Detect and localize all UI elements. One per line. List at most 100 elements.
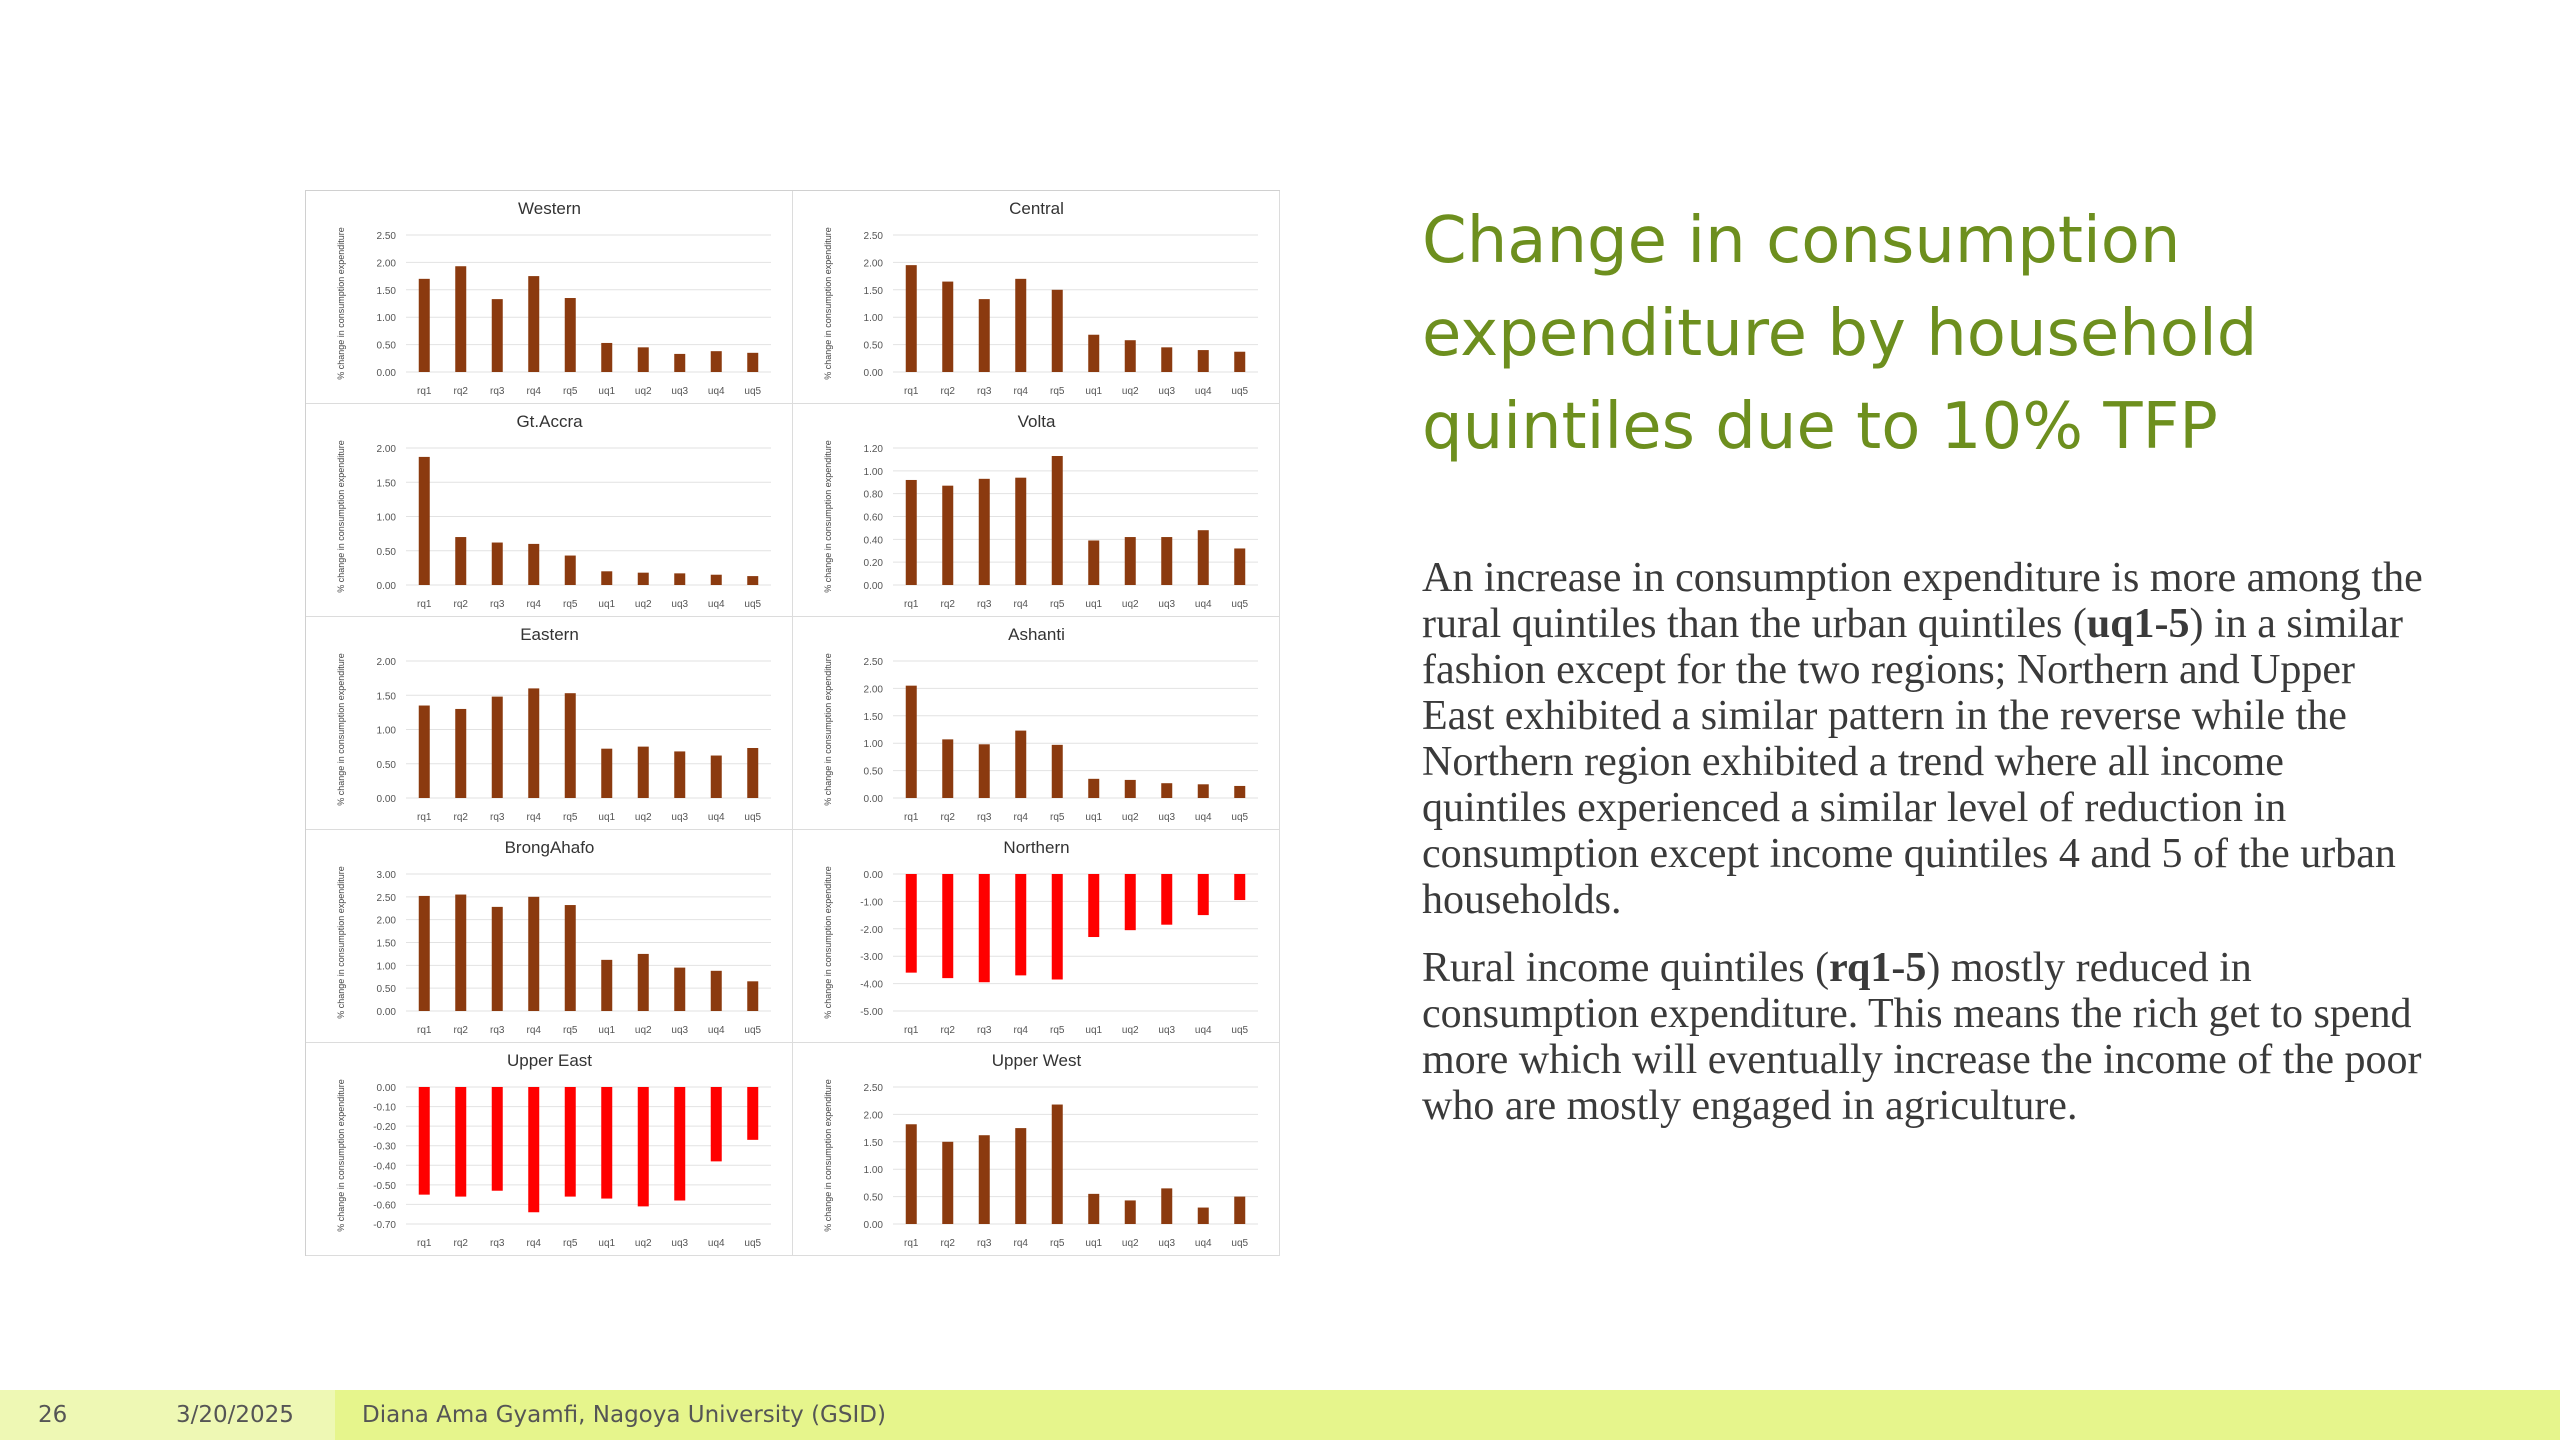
x-tick-label: rq3 [490,599,505,610]
bar-rq2 [942,739,954,798]
x-tick-label: rq2 [454,1025,469,1036]
bar-uq5 [747,981,759,1011]
x-tick-label: rq1 [904,386,919,397]
y-tick-label: 0.00 [377,581,397,592]
x-tick-label: uq5 [1231,599,1248,610]
x-tick-label: rq3 [490,1238,505,1249]
x-tick-label: uq1 [1085,1025,1102,1036]
y-tick-label: 0.40 [864,535,884,546]
bar-rq3 [978,478,990,585]
x-tick-label: uq2 [1122,812,1139,823]
bar-uq1 [1088,778,1100,798]
x-tick-label: uq5 [1231,1025,1248,1036]
bar-uq5 [1234,1196,1246,1224]
x-tick-label: rq5 [563,1238,578,1249]
x-tick-label: rq4 [1014,1025,1029,1036]
bar-rq5 [1051,874,1063,980]
x-tick-label: uq3 [1158,599,1175,610]
x-tick-label: rq3 [490,1025,505,1036]
bar-uq4 [710,574,722,585]
x-tick-label: rq5 [1050,386,1065,397]
x-tick-label: uq1 [1085,599,1102,610]
y-axis-label: % change in consumption expenditure [823,227,833,380]
bar-rq3 [491,696,503,798]
y-tick-label: 0.00 [864,368,884,379]
x-tick-label: rq1 [904,812,919,823]
x-tick-label: uq3 [1158,1025,1175,1036]
bar-rq1 [905,685,917,798]
y-tick-label: 0.00 [377,1083,397,1094]
x-tick-label: rq1 [904,1025,919,1036]
y-tick-label: 0.80 [864,490,884,501]
bar-rq5 [1051,289,1063,372]
bar-rq1 [905,1124,917,1224]
x-tick-label: rq5 [1050,1238,1065,1249]
body-text-run: ) in a similar fashion except for the tw… [1422,601,2403,923]
y-tick-label: -5.00 [860,1007,883,1018]
bar-uq3 [674,573,686,585]
bar-rq1 [418,1087,430,1195]
y-tick-label: 1.00 [864,1165,884,1176]
chart-plot: 1.20 1.00 0.80 0.60 0.40 0.20 0.00 rq1 rq2 rq3 rq4… [823,440,1258,610]
bar-rq2 [942,485,954,585]
x-tick-label: uq3 [1158,386,1175,397]
chart-upper-east: Upper East 0.00 -0.10 -0.20 -0.30 -0.40 -0.50 -… [306,1043,793,1256]
x-tick-label: uq1 [1085,386,1102,397]
x-tick-label: rq5 [563,1025,578,1036]
footer-left-panel [0,1390,335,1440]
y-tick-label: -0.20 [373,1122,396,1133]
bar-uq2 [1124,340,1136,372]
bar-uq5 [747,352,759,372]
x-tick-label: uq4 [708,386,725,397]
bar-rq1 [418,705,430,798]
chart-plot: 2.00 1.50 1.00 0.50 0.00 rq1 rq2 rq3 rq4 rq5 uq1 uq… [336,440,771,610]
x-tick-label: rq4 [527,1238,542,1249]
y-tick-label: 2.00 [864,258,884,269]
bar-rq4 [1015,477,1027,585]
bar-rq5 [564,1087,576,1197]
y-tick-label: 0.00 [377,794,397,805]
y-axis-label: % change in consumption expenditure [336,227,346,380]
slide-body: An increase in consumption expenditure i… [1422,555,2432,1151]
chart-plot: 2.50 2.00 1.50 1.00 0.50 0.00 rq1 rq2 rq3 rq4 rq5 u… [336,227,771,397]
bar-uq2 [1124,537,1136,585]
y-tick-label: -0.60 [373,1200,396,1211]
x-tick-label: rq3 [490,812,505,823]
x-tick-label: uq1 [1085,812,1102,823]
bar-rq5 [564,298,576,372]
bar-rq3 [491,1087,503,1191]
y-tick-label: 3.00 [377,870,397,881]
bar-uq1 [1088,334,1100,372]
x-tick-label: rq1 [417,1238,432,1249]
chart-title: Volta [1017,412,1056,431]
bar-uq3 [674,751,686,798]
y-tick-label: 0.00 [377,368,397,379]
x-tick-label: uq5 [1231,386,1248,397]
bar-rq4 [528,1087,540,1213]
y-tick-label: 1.50 [377,478,397,489]
bar-rq5 [564,693,576,798]
bar-rq3 [491,906,503,1011]
bar-uq4 [1197,874,1209,916]
bar-uq2 [1124,874,1136,931]
bar-uq2 [637,572,649,585]
y-axis-label: % change in consumption expenditure [823,653,833,806]
bar-uq1 [601,748,613,798]
bar-uq3 [1161,874,1173,925]
y-tick-label: -0.30 [373,1142,396,1153]
bar-uq4 [1197,1207,1209,1224]
y-tick-label: 2.50 [377,231,397,242]
chart-title: Ashanti [1008,625,1065,644]
bar-uq2 [1124,1200,1136,1224]
y-tick-label: 2.00 [864,1110,884,1121]
page-number: 26 [38,1402,68,1428]
x-tick-label: uq2 [1122,1025,1139,1036]
y-axis-label: % change in consumption expenditure [336,1079,346,1232]
bar-rq2 [455,894,467,1011]
x-tick-label: uq3 [671,1025,688,1036]
y-tick-label: 1.50 [377,691,397,702]
bar-rq4 [1015,874,1027,976]
y-tick-label: 0.50 [864,1193,884,1204]
bar-rq3 [491,299,503,372]
y-tick-label: 2.50 [864,657,884,668]
